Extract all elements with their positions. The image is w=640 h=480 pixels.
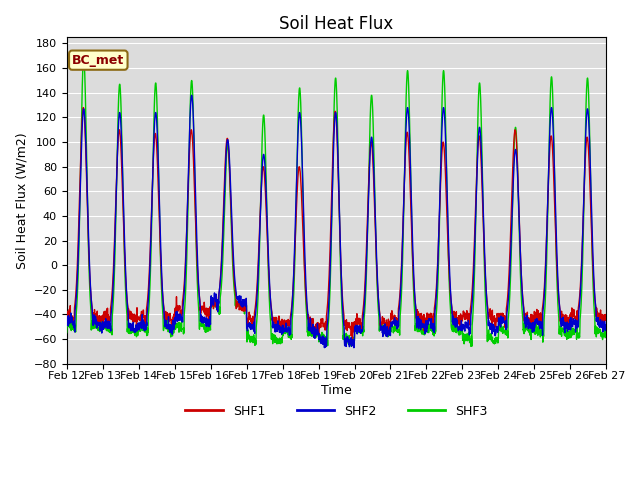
- Legend: SHF1, SHF2, SHF3: SHF1, SHF2, SHF3: [180, 400, 493, 423]
- SHF3: [63, 330, 70, 336]
- SHF2: [364, 204, 372, 210]
- SHF1: [353, 321, 360, 326]
- SHF1: [349, 339, 356, 345]
- SHF1: [63, 316, 70, 322]
- SHF2: [214, 300, 221, 306]
- SHF2: [494, 329, 502, 335]
- SHF1: [364, 194, 372, 200]
- SHF2: [188, 92, 196, 98]
- SHF1: [79, 105, 87, 110]
- SHF2: [350, 345, 358, 350]
- SHF3: [494, 336, 502, 342]
- SHF1: [602, 316, 610, 322]
- SHF3: [556, 331, 563, 337]
- SHF1: [570, 307, 578, 312]
- SHF1: [556, 299, 563, 305]
- SHF3: [214, 302, 221, 308]
- Line: SHF3: SHF3: [67, 59, 606, 346]
- Title: Soil Heat Flux: Soil Heat Flux: [280, 15, 394, 33]
- SHF1: [494, 313, 502, 319]
- SHF2: [602, 322, 610, 328]
- X-axis label: Time: Time: [321, 384, 352, 397]
- SHF3: [570, 332, 578, 337]
- SHF2: [63, 322, 70, 327]
- SHF2: [353, 327, 360, 333]
- Y-axis label: Soil Heat Flux (W/m2): Soil Heat Flux (W/m2): [15, 132, 28, 269]
- SHF3: [80, 56, 88, 61]
- SHF2: [570, 322, 578, 327]
- Text: BC_met: BC_met: [72, 54, 124, 67]
- SHF3: [353, 324, 360, 330]
- Line: SHF2: SHF2: [67, 95, 606, 348]
- Line: SHF1: SHF1: [67, 108, 606, 342]
- SHF3: [602, 326, 610, 332]
- SHF3: [364, 213, 372, 219]
- SHF2: [556, 298, 563, 303]
- SHF1: [214, 302, 221, 308]
- SHF3: [467, 343, 475, 349]
